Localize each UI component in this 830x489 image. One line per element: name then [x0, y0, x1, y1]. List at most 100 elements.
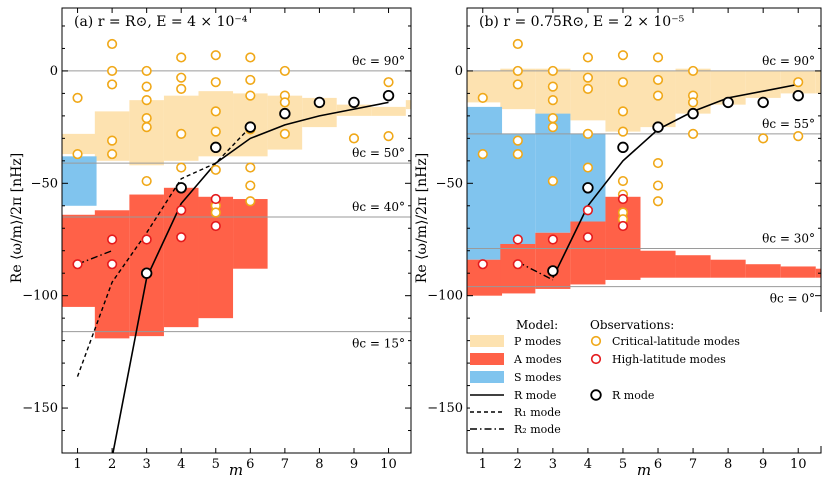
crit-obs-11: [141, 122, 152, 133]
r-obs-1: [582, 182, 594, 194]
p-mode-band-10: [405, 100, 411, 110]
x-tick-label-2: 3: [549, 457, 557, 472]
crit-obs-21: [210, 106, 221, 117]
theta-label-3: θc = 15°: [352, 337, 405, 351]
x-axis-labels: m m: [229, 461, 651, 479]
high-obs-7: [617, 220, 629, 232]
r-obs-7: [792, 89, 804, 102]
crit-obs-16: [176, 128, 187, 139]
y-axis-labels: Re ⟨ω/m⟩/2π [nHz] Re ⟨ω/m⟩/2π [nHz]: [9, 153, 430, 283]
crit-obs-29: [652, 90, 664, 101]
crit-obs-3: [107, 65, 118, 77]
x-tick-label-4: 5: [212, 457, 220, 472]
crit-obs-30: [245, 162, 256, 173]
legend-r-label: R mode: [514, 389, 556, 402]
crit-obs-8: [141, 81, 152, 92]
y-tick-label-1: −50: [436, 176, 463, 191]
r-obs-1: [175, 182, 187, 194]
legend-crit-marker: [590, 335, 602, 347]
r-obs-7: [382, 89, 395, 102]
theta-label-3: θc = 0°: [770, 292, 815, 306]
x-tick-label-7: 8: [315, 457, 323, 472]
a-mode-band-7: [710, 259, 746, 278]
crit-obs-14: [176, 72, 187, 83]
crit-obs-22: [210, 126, 221, 137]
crit-obs-28: [652, 74, 664, 86]
legend-high-marker: [590, 353, 602, 365]
y-tick-label-2: −100: [22, 289, 58, 304]
crit-obs-12: [141, 175, 152, 187]
crit-obs-33: [687, 65, 699, 77]
legend-high-label: High-latitude modes: [612, 353, 726, 366]
x-axis-label-a: m: [229, 461, 243, 479]
crit-obs-35: [687, 97, 699, 108]
a-mode-band-5: [640, 250, 676, 278]
crit-obs-13: [582, 52, 594, 63]
crit-obs-25: [210, 207, 221, 218]
r-obs-2: [210, 141, 222, 154]
x-axis-label-b: m: [637, 461, 651, 479]
theta-label-2: θc = 30°: [762, 231, 815, 245]
p-mode-band-2: [129, 100, 164, 166]
panel-b: θc = 90° θc = 55° θc = 30° θc = 0° 1 2 3 4 5 6 7 8 9…: [427, 7, 822, 472]
crit-obs-6: [107, 148, 118, 160]
high-obs-7: [210, 220, 221, 232]
x-tick-label-6: 7: [689, 457, 697, 472]
theta-label-0: θc = 90°: [762, 54, 815, 68]
crit-obs-17: [582, 162, 594, 173]
crit-obs-23: [210, 164, 221, 175]
high-obs-6: [617, 193, 629, 205]
r-mode-line: [112, 101, 389, 453]
crit-obs-38: [383, 77, 394, 88]
crit-obs-13: [176, 52, 187, 63]
r-obs-3: [652, 121, 664, 133]
r-obs-4: [279, 107, 291, 120]
axes-frame-0: [61, 7, 412, 454]
a-mode-band-6: [675, 255, 711, 278]
crit-obs-3: [512, 65, 523, 77]
p-mode-band-10: [815, 70, 821, 94]
high-obs-3: [547, 234, 558, 245]
a-mode-band-9: [780, 266, 816, 278]
legend-a-label: A modes: [513, 353, 562, 366]
crit-obs-5: [107, 135, 118, 146]
y-tick-label-0: 0: [50, 64, 58, 79]
crit-obs-31: [245, 180, 256, 191]
crit-obs-19: [617, 50, 629, 61]
crit-obs-2: [107, 38, 118, 50]
crit-obs-9: [547, 95, 558, 106]
y-axis-label-b: Re ⟨ω/m⟩/2π [nHz]: [414, 153, 430, 283]
high-obs-5: [582, 232, 594, 243]
axes-frame-1: [466, 7, 822, 454]
high-obs-5: [176, 232, 187, 243]
plot-area-1: [467, 38, 821, 296]
crit-obs-12: [547, 175, 558, 187]
crit-obs-38: [793, 77, 804, 88]
high-obs-6: [210, 193, 221, 205]
x-tick-label-5: 6: [654, 457, 662, 472]
crit-obs-9: [141, 95, 152, 106]
x-tick-label-0: 1: [73, 457, 81, 472]
crit-obs-14: [582, 72, 594, 83]
r-obs-6: [348, 96, 360, 109]
x-tick-label-8: 9: [350, 457, 358, 472]
x-tick-label-9: 10: [380, 457, 397, 472]
crit-obs-32: [245, 196, 256, 207]
r2-mode-line: [517, 261, 554, 281]
crit-obs-1: [72, 148, 83, 160]
high-obs-1: [107, 234, 118, 245]
r-obs-5: [313, 96, 326, 109]
x-tick-label-3: 4: [584, 457, 592, 472]
crit-obs-1: [477, 148, 488, 160]
crit-obs-15: [582, 83, 594, 95]
x-tick-label-0: 1: [479, 457, 487, 472]
crit-obs-36: [687, 128, 699, 139]
r-obs-4: [687, 107, 699, 120]
crit-obs-21: [617, 106, 629, 117]
crit-obs-4: [512, 79, 523, 90]
a-mode-band-2: [129, 194, 164, 337]
r1-mode-line: [76, 126, 251, 377]
crit-obs-30: [652, 157, 664, 169]
theta-label-1: θc = 50°: [352, 146, 405, 160]
